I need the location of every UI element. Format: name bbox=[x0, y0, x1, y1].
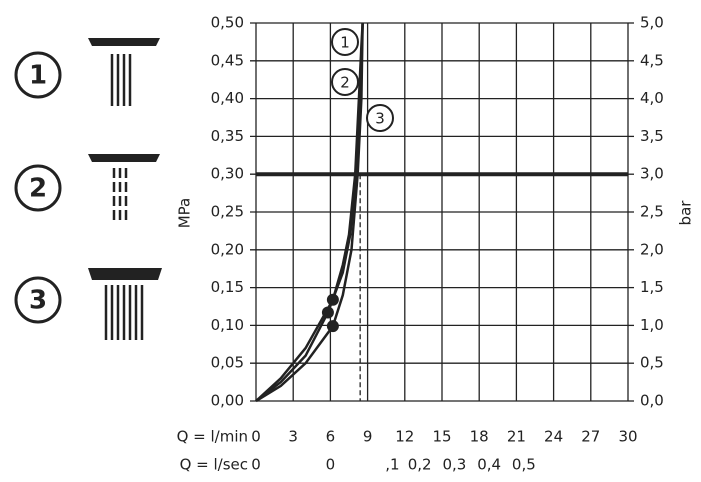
x2-tick-label: 0 bbox=[326, 456, 336, 474]
y-tick-label: 0,30 bbox=[211, 165, 244, 183]
y-tick-label: 0,50 bbox=[211, 14, 244, 32]
x2-tick-label: 0,3 bbox=[442, 456, 466, 474]
curve-label-circle bbox=[331, 28, 359, 56]
y2-tick-label: 4,0 bbox=[640, 89, 664, 107]
spray bbox=[110, 54, 132, 106]
legend-label: 2 bbox=[29, 174, 47, 204]
y-tick-label: 0,40 bbox=[211, 89, 244, 107]
y2-tick-label: 0,5 bbox=[640, 354, 664, 372]
operating-point bbox=[326, 320, 339, 333]
shower-head bbox=[88, 154, 160, 162]
legend-label: 1 bbox=[29, 61, 47, 91]
x-tick-label: 6 bbox=[326, 428, 336, 446]
y2-tick-label: 2,5 bbox=[640, 203, 664, 221]
x2-tick-label: 0,5 bbox=[512, 456, 536, 474]
curve-label: 3 bbox=[375, 110, 385, 128]
y2-tick-label: 1,5 bbox=[640, 278, 664, 296]
curve-label-circle bbox=[331, 68, 359, 96]
y-tick-label: 0,00 bbox=[211, 392, 244, 410]
x-tick-label: 15 bbox=[432, 428, 451, 446]
y2-tick-label: 3,0 bbox=[640, 165, 664, 183]
spray bbox=[112, 168, 128, 222]
y2-tick-label: 5,0 bbox=[640, 14, 664, 32]
x-tick-label: 27 bbox=[581, 428, 600, 446]
y2-tick-label: 3,5 bbox=[640, 127, 664, 145]
x2-tick-label: 0,2 bbox=[408, 456, 432, 474]
x2-tick-label: ,1 bbox=[385, 456, 399, 474]
y-tick-label: 0,10 bbox=[211, 316, 244, 334]
x-tick-label: 3 bbox=[288, 428, 298, 446]
y-axis-label: MPa bbox=[176, 198, 194, 229]
x2-axis-label: Q = l/sec bbox=[180, 456, 248, 474]
y-tick-label: 0,25 bbox=[211, 203, 244, 221]
y2-tick-label: 4,5 bbox=[640, 51, 664, 69]
series-line bbox=[255, 22, 364, 403]
operating-point bbox=[321, 306, 334, 319]
curve-label: 1 bbox=[340, 34, 350, 52]
y2-axis-label: bar bbox=[677, 200, 695, 226]
x-axis-label: Q = l/min bbox=[177, 428, 248, 446]
y-tick-label: 0,20 bbox=[211, 240, 244, 258]
spray bbox=[104, 285, 144, 340]
legend-label: 3 bbox=[29, 286, 47, 316]
shower-head bbox=[88, 268, 162, 280]
x-tick-label: 9 bbox=[363, 428, 373, 446]
y2-tick-label: 1,0 bbox=[640, 316, 664, 334]
x-tick-label: 21 bbox=[507, 428, 526, 446]
x-tick-label: 24 bbox=[544, 428, 563, 446]
curve-label-circle bbox=[366, 104, 394, 132]
x-tick-label: 30 bbox=[618, 428, 637, 446]
y2-tick-label: 0,0 bbox=[640, 392, 664, 410]
y2-tick-label: 2,0 bbox=[640, 240, 664, 258]
y-tick-label: 0,15 bbox=[211, 278, 244, 296]
legend-circle bbox=[14, 164, 62, 212]
x2-tick-label: 0,4 bbox=[477, 456, 501, 474]
legend-circle bbox=[14, 276, 62, 324]
curve-label: 2 bbox=[340, 74, 350, 92]
y-tick-label: 0,45 bbox=[211, 51, 244, 69]
x2-tick-label: 0 bbox=[251, 456, 261, 474]
x-tick-label: 18 bbox=[470, 428, 489, 446]
shower-head bbox=[88, 38, 160, 46]
legend-circle bbox=[14, 51, 62, 99]
y-tick-label: 0,05 bbox=[211, 354, 244, 372]
x-tick-label: 12 bbox=[395, 428, 414, 446]
y-tick-label: 0,35 bbox=[211, 127, 244, 145]
legend bbox=[14, 38, 162, 340]
x-tick-label: 0 bbox=[251, 428, 261, 446]
